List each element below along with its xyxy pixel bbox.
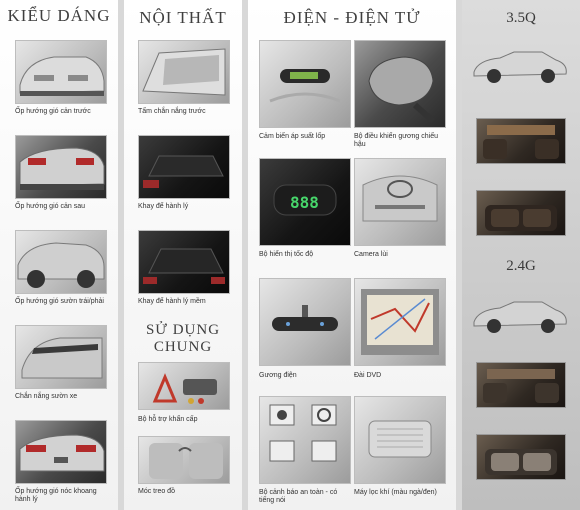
interior-title: NỘI THẤT [139,8,227,27]
side-skirt-caption: Ốp hướng gió sườn trái/phải [15,298,104,305]
coat-hook-image[interactable] [138,436,230,484]
interior-column: NỘI THẤT Tấm chắn nắng trước Khay để hàn… [124,0,242,510]
speed-display-readout: 888 [290,193,319,212]
variant-24g-label: 2.4G [506,258,536,274]
interior-35q-front-image[interactable] [476,118,566,164]
interior-24g-rear-image[interactable] [476,434,566,480]
trunk-tray-image[interactable] [138,135,230,199]
tire-pressure-caption: Cảm biến áp suất lốp [259,133,326,140]
trunk-spoiler-image[interactable] [15,420,107,484]
speed-display-image[interactable]: 888 [259,158,351,246]
interior-35q-rear-image[interactable] [476,190,566,236]
safety-alert-caption: Bộ cảnh báo an toàn - có tiếng nói [259,489,338,504]
mirror-control-caption: Bộ điều khiển gương chiếu hậu [354,133,438,148]
front-spoiler-image[interactable] [15,40,107,104]
front-spoiler-caption: Ốp hướng gió cản trước [15,108,91,115]
emergency-kit-caption: Bộ hỗ trợ khẩn cấp [138,416,198,423]
exterior-title: KIỂU DÁNG [7,6,111,25]
dvd-player-caption: Đài DVD [354,372,382,379]
rear-spoiler-caption: Ốp hướng gió cản sau [15,203,85,210]
safety-alert-image[interactable] [259,396,351,484]
speed-display-caption: Bộ hiển thị tốc độ [259,251,314,258]
general-title-line1: SỬ DỤNG [145,322,221,338]
electronics-column: ĐIỆN - ĐIỆN TỬ Cảm biến áp suất lốp Bộ đ… [248,0,456,510]
variant-35q-label: 3.5Q [506,10,536,26]
auto-dimming-mirror-caption: Gương điện [259,372,297,379]
coat-hook-caption: Móc treo đồ [138,488,175,495]
electronics-title: ĐIỆN - ĐIỆN TỬ [283,8,421,27]
car-24g-image[interactable] [470,296,570,336]
air-purifier-caption: Máy lọc khí (màu ngà/đen) [354,489,437,496]
emergency-kit-image[interactable] [138,362,230,410]
general-title-line2: CHUNG [153,339,213,355]
dvd-player-image[interactable] [354,278,446,366]
window-visor-image[interactable] [15,325,107,389]
trunk-tray-caption: Khay để hành lý [138,203,189,210]
rear-spoiler-image[interactable] [15,135,107,199]
sunshade-caption: Tấm chắn nắng trước [138,108,206,115]
soft-tray-image[interactable] [138,230,230,294]
soft-tray-caption: Khay để hành lý mềm [138,298,206,305]
rear-camera-caption: Camera lùi [354,251,388,258]
interior-24g-front-image[interactable] [476,362,566,408]
window-visor-caption: Chắn nắng sườn xe [15,393,78,400]
rear-camera-image[interactable] [354,158,446,246]
air-purifier-image[interactable] [354,396,446,484]
mirror-control-image[interactable] [354,40,446,128]
car-35q-image[interactable] [470,46,570,86]
auto-dimming-mirror-image[interactable] [259,278,351,366]
tire-pressure-image[interactable] [259,40,351,128]
sunshade-image[interactable] [138,40,230,104]
trunk-spoiler-caption: Ốp hướng gió nóc khoang hành lý [15,488,97,503]
exterior-column: KIỂU DÁNG Ốp hướng gió cản trước Ốp hướn… [0,0,118,510]
variants-panel: 3.5Q 2.4G [462,0,580,510]
side-skirt-image[interactable] [15,230,107,294]
